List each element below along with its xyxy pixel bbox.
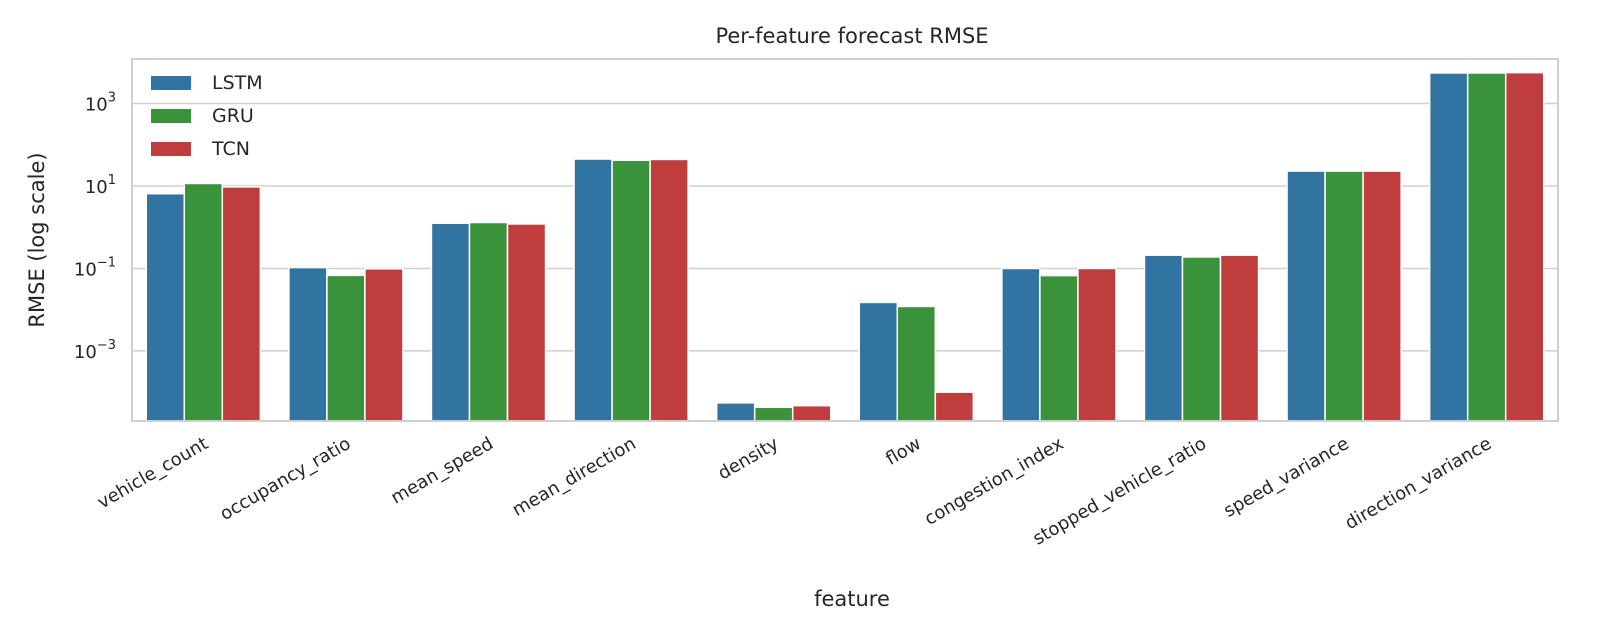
bar-gru-speed-variance [1324,170,1364,422]
bars [145,71,1545,422]
bar-lstm-direction-variance [1428,72,1469,422]
bar-tcn-density [791,404,832,422]
bar-lstm-stopped-vehicle-ratio [1143,254,1184,422]
x-axis-label: feature [814,587,890,611]
legend-label-lstm: LSTM [212,72,263,94]
y-tick-label: 103 [85,91,116,116]
bar-lstm-flow [858,301,899,422]
bar-lstm-mean-direction [573,158,613,422]
bar-gru-flow [896,305,937,422]
bar-lstm-mean-speed [430,222,471,422]
legend-swatch-gru [151,109,191,123]
bar-tcn-mean-direction [649,158,689,422]
y-axis-label: RMSE (log scale) [25,152,49,327]
x-tick-label: mean_direction [509,433,640,521]
bar-tcn-speed-variance [1362,170,1402,422]
bar-lstm-occupancy-ratio [288,266,328,422]
legend-label-tcn: TCN [211,138,250,160]
bar-gru-mean-direction [611,159,651,422]
bar-gru-vehicle-count [183,182,224,422]
y-ticks: 10−3 10−1 101 103 [74,91,116,363]
bar-tcn-stopped-vehicle-ratio [1219,254,1260,422]
bar-gru-density [753,406,794,422]
bar-gru-occupancy-ratio [326,274,366,422]
bar-lstm-speed-variance [1286,170,1326,422]
y-tick-label: 10−1 [74,255,116,280]
legend: LSTM GRU TCN [151,72,263,160]
legend-label-gru: GRU [212,105,254,127]
bar-tcn-flow [934,391,975,422]
bar-lstm-density [715,402,756,422]
bar-gru-mean-speed [468,221,509,422]
y-tick-label: 101 [85,173,116,198]
x-tick-label: density [715,433,783,484]
bar-tcn-vehicle-count [221,186,262,422]
bar-tcn-occupancy-ratio [364,268,404,422]
x-tick-label: flow [882,433,925,470]
bar-gru-direction-variance [1466,72,1507,422]
plot-frame [131,58,1559,422]
bar-tcn-direction-variance [1504,71,1545,422]
chart-title: Per-feature forecast RMSE [715,24,988,48]
legend-swatch-lstm [151,76,191,90]
x-tick-label: mean_speed [387,433,497,508]
x-tick-label: occupancy_ratio [216,433,354,525]
bar-lstm-congestion-index [1001,267,1041,422]
y-tick-label: 10−3 [74,338,116,363]
bar-tcn-congestion-index [1077,267,1117,422]
bar-gru-congestion-index [1039,274,1079,422]
x-tick-label: direction_variance [1341,433,1495,534]
bar-lstm-vehicle-count [145,192,186,422]
x-tick-label: speed_variance [1220,433,1353,522]
legend-swatch-tcn [151,142,191,156]
x-tick-label: congestion_index [921,433,1068,530]
bar-gru-stopped-vehicle-ratio [1181,256,1222,422]
x-tick-label: vehicle_count [94,433,212,513]
bar-tcn-mean-speed [506,223,547,422]
x-ticks: vehicle_count occupancy_ratio mean_speed me… [94,433,1495,550]
